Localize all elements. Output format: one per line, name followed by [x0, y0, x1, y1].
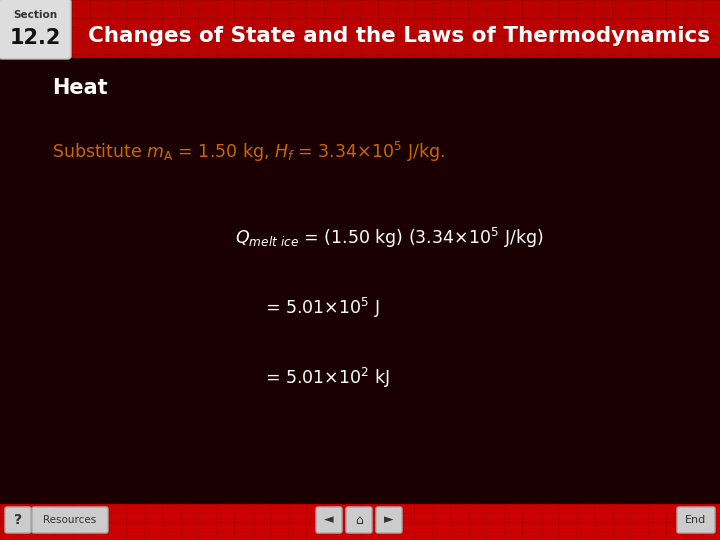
Text: ?: ? — [14, 513, 22, 527]
Text: Section: Section — [13, 10, 57, 20]
Text: Changes of State and the Laws of Thermodynamics: Changes of State and the Laws of Thermod… — [88, 26, 710, 46]
FancyBboxPatch shape — [32, 507, 108, 533]
FancyBboxPatch shape — [376, 507, 402, 533]
FancyBboxPatch shape — [0, 504, 720, 540]
Text: = 5.01×10$^5$ J: = 5.01×10$^5$ J — [265, 296, 379, 320]
Text: = 5.01×10$^2$ kJ: = 5.01×10$^2$ kJ — [265, 366, 390, 390]
Text: Substitute $m_\mathrm{A}$ = 1.50 kg, $H_f$ = 3.34×10$^5$ J/kg.: Substitute $m_\mathrm{A}$ = 1.50 kg, $H_… — [52, 140, 445, 164]
Text: $Q_{\mathit{melt\ ice}}$ = (1.50 kg) (3.34×10$^5$ J/kg): $Q_{\mathit{melt\ ice}}$ = (1.50 kg) (3.… — [235, 226, 544, 250]
FancyBboxPatch shape — [316, 507, 342, 533]
Text: Heat: Heat — [52, 78, 107, 98]
FancyBboxPatch shape — [5, 507, 31, 533]
Text: 12.2: 12.2 — [9, 28, 60, 48]
FancyBboxPatch shape — [0, 0, 720, 58]
Text: Resources: Resources — [43, 515, 96, 525]
Text: ◄: ◄ — [324, 514, 334, 526]
FancyBboxPatch shape — [677, 507, 715, 533]
FancyBboxPatch shape — [346, 507, 372, 533]
Text: ►: ► — [384, 514, 394, 526]
FancyBboxPatch shape — [0, 0, 71, 59]
Text: ⌂: ⌂ — [355, 514, 363, 526]
Text: End: End — [685, 515, 706, 525]
